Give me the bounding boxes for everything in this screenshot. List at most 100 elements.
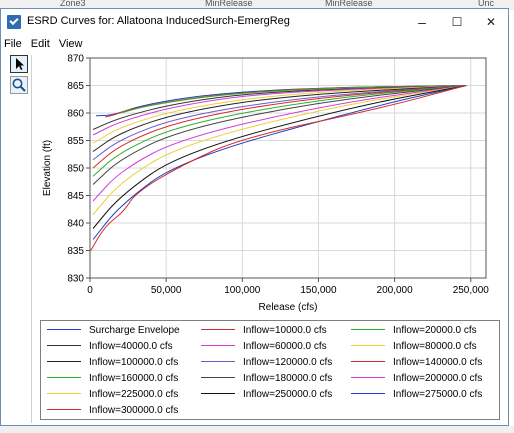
legend-label: Inflow=225000.0 cfs xyxy=(89,389,179,400)
series-line-15 xyxy=(90,85,467,251)
series-line-14 xyxy=(92,85,467,240)
legend-item: Inflow=20000.0 cfs xyxy=(351,325,477,339)
legend-swatch xyxy=(47,376,81,378)
series-line-11 xyxy=(92,85,467,202)
esrd-chart: 0 50,000 100,000 150,000 200,000 250,000 830 83… xyxy=(36,50,496,321)
chart-legend: Surcharge Envelope Inflow=10000.0 cfs Infl… xyxy=(40,320,500,420)
legend-swatch xyxy=(351,376,385,378)
y-tick-label: 855 xyxy=(67,136,84,147)
legend-item: Inflow=10000.0 cfs xyxy=(201,325,327,339)
y-tick-label: 845 xyxy=(67,191,84,202)
tool-palette xyxy=(9,55,32,423)
legend-label: Inflow=250000.0 cfs xyxy=(243,389,333,400)
legend-item: Inflow=160000.0 cfs xyxy=(47,373,178,387)
legend-item: Inflow=250000.0 cfs xyxy=(201,389,332,403)
menu-view[interactable]: View xyxy=(58,38,83,50)
x-tick-label: 250,000 xyxy=(453,285,490,296)
legend-item: Inflow=300000.0 cfs xyxy=(47,405,178,419)
y-axis-label: Elevation (ft) xyxy=(42,140,53,196)
legend-item: Inflow=275000.0 cfs xyxy=(351,389,482,403)
series-line-6 xyxy=(92,85,467,152)
select-arrow-icon xyxy=(16,58,24,70)
legend-label: Inflow=200000.0 cfs xyxy=(393,373,483,384)
legend-label: Inflow=140000.0 cfs xyxy=(393,357,483,368)
y-tick-label: 840 xyxy=(67,219,84,230)
x-tick-label: 200,000 xyxy=(377,285,414,296)
legend-swatch xyxy=(201,392,235,394)
background-bottom xyxy=(0,426,514,433)
app-icon xyxy=(7,15,21,29)
legend-swatch xyxy=(47,344,81,346)
legend-swatch xyxy=(47,392,81,394)
series-line-5 xyxy=(92,85,467,144)
y-tick-label: 835 xyxy=(67,246,84,257)
menu-edit[interactable]: Edit xyxy=(30,38,50,50)
legend-label: Inflow=160000.0 cfs xyxy=(89,373,179,384)
background-table-header: Zone3 MinRelease MinRelease Unc xyxy=(0,0,514,10)
legend-label: Inflow=60000.0 cfs xyxy=(243,341,327,352)
legend-label: Inflow=120000.0 cfs xyxy=(243,357,333,368)
x-tick-label: 0 xyxy=(87,285,93,296)
menu-file[interactable]: File xyxy=(4,38,22,50)
legend-swatch xyxy=(351,344,385,346)
y-tick-label: 870 xyxy=(67,54,84,65)
bg-header-minrelease-1: MinRelease xyxy=(205,0,253,8)
legend-label: Inflow=300000.0 cfs xyxy=(89,405,179,416)
legend-swatch xyxy=(201,344,235,346)
legend-item: Inflow=180000.0 cfs xyxy=(201,373,332,387)
legend-swatch xyxy=(351,392,385,394)
series-line-10 xyxy=(92,85,467,185)
legend-label: Inflow=275000.0 cfs xyxy=(393,389,483,400)
legend-item: Surcharge Envelope xyxy=(47,325,180,339)
zoom-tool-button[interactable] xyxy=(10,76,28,94)
maximize-button[interactable]: ☐ xyxy=(451,15,463,29)
x-tick-label: 150,000 xyxy=(300,285,337,296)
legend-swatch xyxy=(201,376,235,378)
legend-swatch xyxy=(47,360,81,362)
minimize-button[interactable]: – xyxy=(418,14,426,30)
legend-label: Inflow=10000.0 cfs xyxy=(243,325,327,336)
y-tick-label: 850 xyxy=(67,164,84,175)
legend-label: Surcharge Envelope xyxy=(89,325,180,336)
series-line-13 xyxy=(92,85,467,229)
chart-svg: 0 50,000 100,000 150,000 200,000 250,000 830 83… xyxy=(42,54,490,314)
series-line-9 xyxy=(92,85,467,177)
legend-swatch xyxy=(47,408,81,410)
legend-label: Inflow=40000.0 cfs xyxy=(89,341,173,352)
legend-swatch xyxy=(351,360,385,362)
series-line-3 xyxy=(92,85,467,130)
bg-header-minrelease-2: MinRelease xyxy=(325,0,373,8)
menu-bar: File Edit View xyxy=(1,36,508,52)
legend-item: Inflow=80000.0 cfs xyxy=(351,341,477,355)
plot-border xyxy=(89,57,487,279)
legend-label: Inflow=20000.0 cfs xyxy=(393,325,477,336)
legend-item: Inflow=140000.0 cfs xyxy=(351,357,482,371)
select-tool-button[interactable] xyxy=(10,55,28,73)
bg-header-unc: Unc xyxy=(478,0,495,8)
legend-swatch xyxy=(351,328,385,330)
legend-item: Inflow=100000.0 cfs xyxy=(47,357,178,371)
legend-swatch xyxy=(47,328,81,330)
title-bar[interactable]: ESRD Curves for: Allatoona InducedSurch-… xyxy=(1,9,508,35)
series-line-12 xyxy=(92,85,467,216)
x-tick-label: 50,000 xyxy=(151,285,182,296)
legend-item: Inflow=120000.0 cfs xyxy=(201,357,332,371)
y-tick-label: 830 xyxy=(67,274,84,285)
legend-item: Inflow=200000.0 cfs xyxy=(351,373,482,387)
y-tick-label: 860 xyxy=(67,109,84,120)
close-button[interactable]: ✕ xyxy=(485,15,497,29)
legend-label: Inflow=100000.0 cfs xyxy=(89,357,179,368)
legend-label: Inflow=180000.0 cfs xyxy=(243,373,333,384)
series-line-4 xyxy=(92,85,467,136)
legend-swatch xyxy=(201,360,235,362)
legend-label: Inflow=80000.0 cfs xyxy=(393,341,477,352)
series-line-8 xyxy=(92,85,467,169)
series-line-7 xyxy=(92,85,467,161)
bg-header-zone3: Zone3 xyxy=(60,0,86,8)
x-tick-label: 100,000 xyxy=(224,285,261,296)
legend-item: Inflow=40000.0 cfs xyxy=(47,341,173,355)
legend-item: Inflow=225000.0 cfs xyxy=(47,389,178,403)
series-line-2 xyxy=(120,85,467,114)
zoom-magnifier-icon xyxy=(12,78,26,92)
legend-item: Inflow=60000.0 cfs xyxy=(201,341,327,355)
